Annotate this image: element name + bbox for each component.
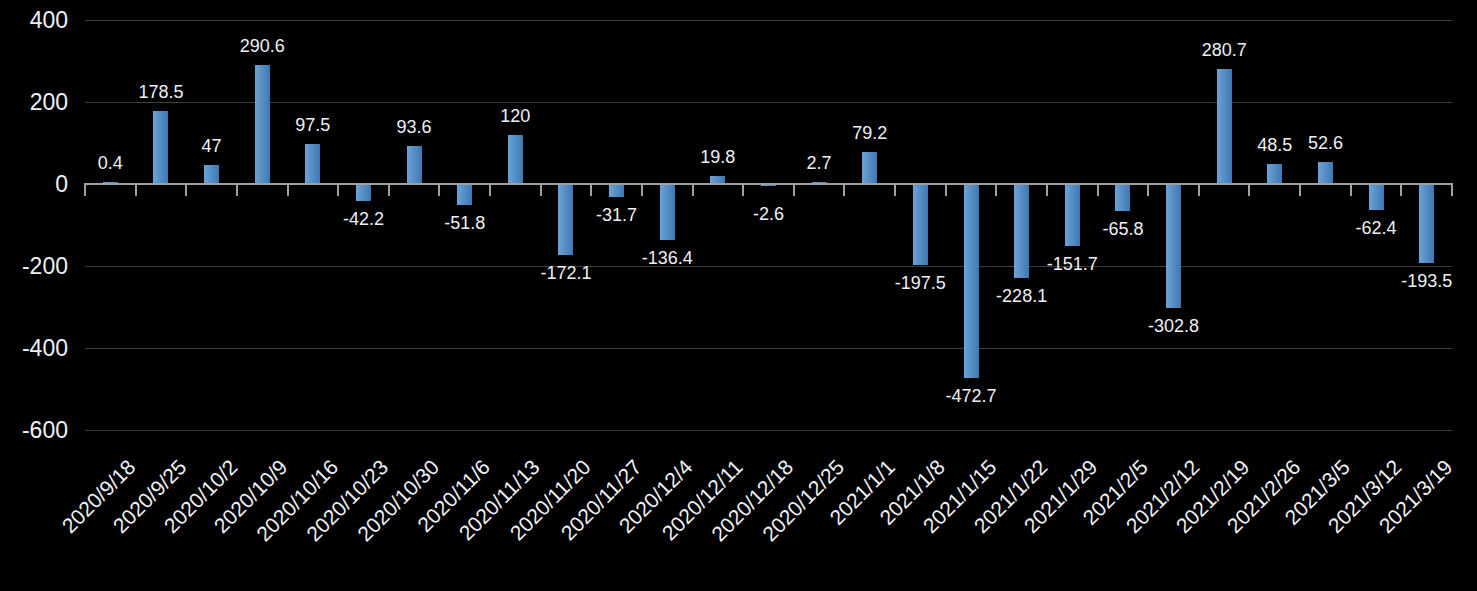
gridline: [85, 20, 1452, 21]
bar-value-label: 290.6: [207, 36, 317, 57]
bar-value-label: -472.7: [916, 386, 1026, 407]
bar-value-label: 0.4: [55, 153, 165, 174]
bar-value-label: 97.5: [258, 115, 368, 136]
bar[interactable]: [1419, 184, 1434, 263]
bar-value-label: -302.8: [1119, 316, 1229, 337]
bar-value-label: 2.7: [764, 153, 874, 174]
bar-value-label: -172.1: [511, 263, 621, 284]
axis-tick: [287, 183, 289, 196]
x-axis-line: [85, 183, 1452, 185]
axis-tick: [236, 183, 238, 196]
bar-value-label: 120: [460, 106, 570, 127]
axis-tick: [1097, 183, 1099, 196]
axis-tick: [1248, 183, 1250, 196]
bar-value-label: -197.5: [865, 273, 975, 294]
bar[interactable]: [1318, 162, 1333, 184]
axis-tick: [337, 183, 339, 196]
axis-tick: [894, 183, 896, 196]
bar-value-label: -31.7: [562, 205, 672, 226]
axis-tick: [995, 183, 997, 196]
bar[interactable]: [1166, 184, 1181, 308]
bar-value-label: -228.1: [967, 286, 1077, 307]
bar-value-label: 19.8: [663, 147, 773, 168]
axis-tick: [742, 183, 744, 196]
axis-tick: [489, 183, 491, 196]
axis-tick: [590, 183, 592, 196]
bar[interactable]: [356, 184, 371, 201]
axis-tick: [692, 183, 694, 196]
axis-tick: [1046, 183, 1048, 196]
axis-tick: [945, 183, 947, 196]
bar-value-label: 47: [157, 136, 267, 157]
axis-tick: [1451, 183, 1453, 196]
bar-value-label: -51.8: [410, 213, 520, 234]
bar-value-label: 52.6: [1270, 133, 1380, 154]
y-axis-label: 0: [0, 171, 68, 197]
bar[interactable]: [305, 144, 320, 184]
axis-tick: [793, 183, 795, 196]
bar[interactable]: [204, 165, 219, 184]
axis-tick: [843, 183, 845, 196]
bar[interactable]: [407, 146, 422, 184]
bar[interactable]: [457, 184, 472, 205]
y-axis-label: -200: [0, 253, 68, 279]
axis-tick: [1299, 183, 1301, 196]
bar[interactable]: [913, 184, 928, 265]
bar-value-label: 280.7: [1169, 40, 1279, 61]
bar[interactable]: [862, 152, 877, 184]
bar[interactable]: [1267, 164, 1282, 184]
bar[interactable]: [1369, 184, 1384, 210]
axis-tick: [1400, 183, 1402, 196]
axis-tick: [84, 183, 86, 196]
bar[interactable]: [609, 184, 624, 197]
axis-tick: [1147, 183, 1149, 196]
bar[interactable]: [964, 184, 979, 378]
bar-value-label: 178.5: [106, 82, 216, 103]
bar-value-label: 79.2: [815, 123, 925, 144]
bar-value-label: -136.4: [612, 248, 722, 269]
bar-value-label: 93.6: [359, 117, 469, 138]
bar-value-label: -193.5: [1372, 271, 1477, 292]
bar-value-label: -42.2: [308, 209, 418, 230]
y-axis-label: -600: [0, 417, 68, 443]
gridline: [85, 348, 1452, 349]
gridline: [85, 430, 1452, 431]
bar-value-label: -62.4: [1321, 218, 1431, 239]
bar[interactable]: [1217, 69, 1232, 184]
bar-value-label: -2.6: [714, 204, 824, 225]
bar[interactable]: [508, 135, 523, 184]
bar-chart: 400 200 0 -200 -400 -600 0.4 178.5 47 290.6 97.5 -4…: [0, 0, 1477, 591]
axis-tick: [185, 183, 187, 196]
axis-tick: [135, 183, 137, 196]
axis-tick: [388, 183, 390, 196]
axis-tick: [438, 183, 440, 196]
axis-tick: [1198, 183, 1200, 196]
y-axis-label: 200: [0, 89, 68, 115]
axis-tick: [1350, 183, 1352, 196]
bar-value-label: -65.8: [1068, 219, 1178, 240]
gridline: [85, 102, 1452, 103]
axis-tick: [540, 183, 542, 196]
y-axis-label: -400: [0, 335, 68, 361]
y-axis-label: 400: [0, 7, 68, 33]
bar[interactable]: [1115, 184, 1130, 211]
axis-tick: [641, 183, 643, 196]
bar-value-label: -151.7: [1017, 254, 1127, 275]
gridline: [85, 266, 1452, 267]
bar[interactable]: [660, 184, 675, 240]
